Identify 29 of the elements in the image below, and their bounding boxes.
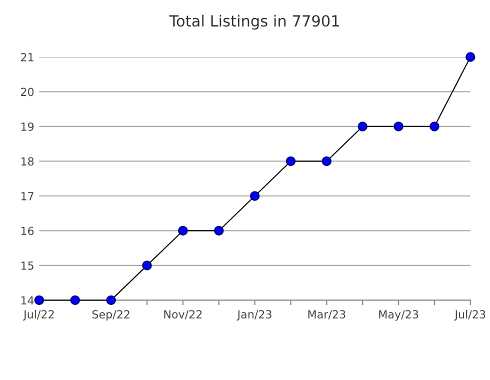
point bbox=[178, 226, 188, 236]
point bbox=[394, 122, 404, 132]
point bbox=[70, 295, 80, 306]
y-tick-label: 14 bbox=[21, 296, 34, 304]
y-tick-label: 21 bbox=[21, 52, 34, 62]
x-tick-label: Jul/23 bbox=[454, 310, 486, 321]
y-tick-label: 19 bbox=[21, 122, 34, 131]
x-tick-label: Nov/22 bbox=[164, 310, 202, 320]
point bbox=[466, 52, 476, 62]
chart-title: Total Listings in 77901 bbox=[169, 14, 339, 30]
y-tick-label: 20 bbox=[21, 88, 34, 96]
point bbox=[358, 122, 368, 132]
y-tick-label: 16 bbox=[21, 226, 34, 236]
x-tick-label: May/23 bbox=[379, 310, 418, 321]
x-tick-label: Jul/22 bbox=[22, 310, 54, 321]
point bbox=[142, 260, 152, 270]
x-tick-label: Jan/23 bbox=[236, 310, 272, 321]
point bbox=[34, 295, 44, 306]
point bbox=[250, 191, 260, 201]
x-tick-label: Mar/23 bbox=[308, 310, 346, 320]
y-tick-label: 17 bbox=[21, 192, 34, 200]
point bbox=[430, 122, 440, 132]
x-tick-label: Sep/22 bbox=[92, 310, 130, 321]
point bbox=[106, 295, 116, 306]
point bbox=[286, 156, 296, 166]
y-tick-label: 18 bbox=[21, 157, 34, 166]
point bbox=[322, 156, 332, 166]
point bbox=[214, 226, 224, 236]
y-tick-label: 15 bbox=[21, 262, 34, 270]
